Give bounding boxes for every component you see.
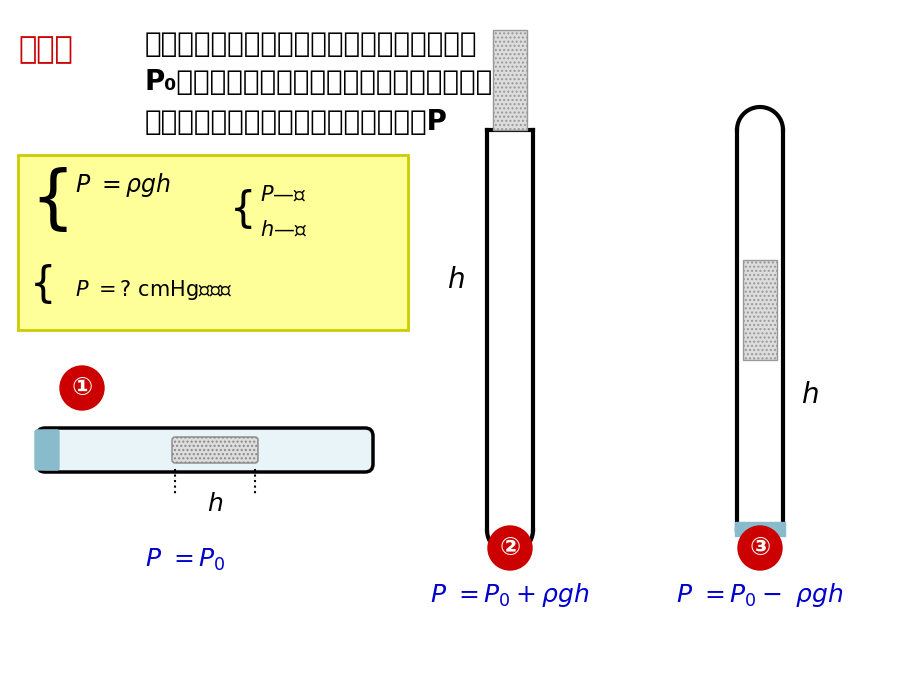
Circle shape — [487, 526, 531, 570]
FancyBboxPatch shape — [37, 428, 372, 472]
Text: $P\ =\rho g h$: $P\ =\rho g h$ — [75, 171, 171, 199]
Text: $P\ =P_0-\ \rho gh$: $P\ =P_0-\ \rho gh$ — [675, 581, 843, 609]
Text: $P\ =P_0$: $P\ =P_0$ — [144, 547, 225, 573]
Text: {: { — [30, 264, 56, 306]
Text: {: { — [230, 189, 256, 231]
Text: 下列各图装置均处于静止状态。设大气压强为: 下列各图装置均处于静止状态。设大气压强为 — [145, 30, 477, 58]
Circle shape — [737, 526, 781, 570]
Text: 练习：: 练习： — [18, 35, 73, 64]
Text: $P\ =?\ \mathrm{cmHg}$（柱）: $P\ =?\ \mathrm{cmHg}$（柱） — [75, 278, 233, 302]
Text: ①: ① — [72, 376, 93, 400]
Text: ③: ③ — [749, 536, 770, 560]
Text: {: { — [30, 166, 74, 233]
Circle shape — [60, 366, 104, 410]
Text: $h$: $h$ — [447, 266, 464, 294]
Text: $h$—米: $h$—米 — [260, 220, 307, 240]
Text: $h$: $h$ — [207, 492, 222, 516]
FancyBboxPatch shape — [35, 430, 59, 470]
FancyBboxPatch shape — [493, 30, 527, 130]
FancyBboxPatch shape — [734, 522, 784, 536]
Text: $P$—帕: $P$—帕 — [260, 185, 306, 205]
FancyBboxPatch shape — [18, 155, 407, 330]
FancyBboxPatch shape — [743, 260, 777, 360]
Text: ②: ② — [499, 536, 520, 560]
Text: P₀，用水银（或活塞）封闭一定量的气体在玻: P₀，用水银（或活塞）封闭一定量的气体在玻 — [145, 68, 493, 96]
Text: $h$: $h$ — [800, 381, 818, 409]
Text: 璃管（或气缸）中，求封闭气体的压强P: 璃管（或气缸）中，求封闭气体的压强P — [145, 108, 448, 136]
Text: $P\ =P_0+\rho gh$: $P\ =P_0+\rho gh$ — [430, 581, 589, 609]
FancyBboxPatch shape — [172, 437, 257, 463]
